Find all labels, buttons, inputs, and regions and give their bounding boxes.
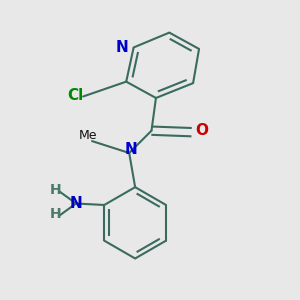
- Text: H: H: [50, 183, 61, 197]
- Text: Cl: Cl: [68, 88, 84, 103]
- Text: N: N: [124, 142, 137, 157]
- Text: N: N: [116, 40, 129, 55]
- Text: Me: Me: [78, 129, 97, 142]
- Text: N: N: [70, 196, 83, 211]
- Text: H: H: [50, 207, 61, 221]
- Text: O: O: [196, 123, 208, 138]
